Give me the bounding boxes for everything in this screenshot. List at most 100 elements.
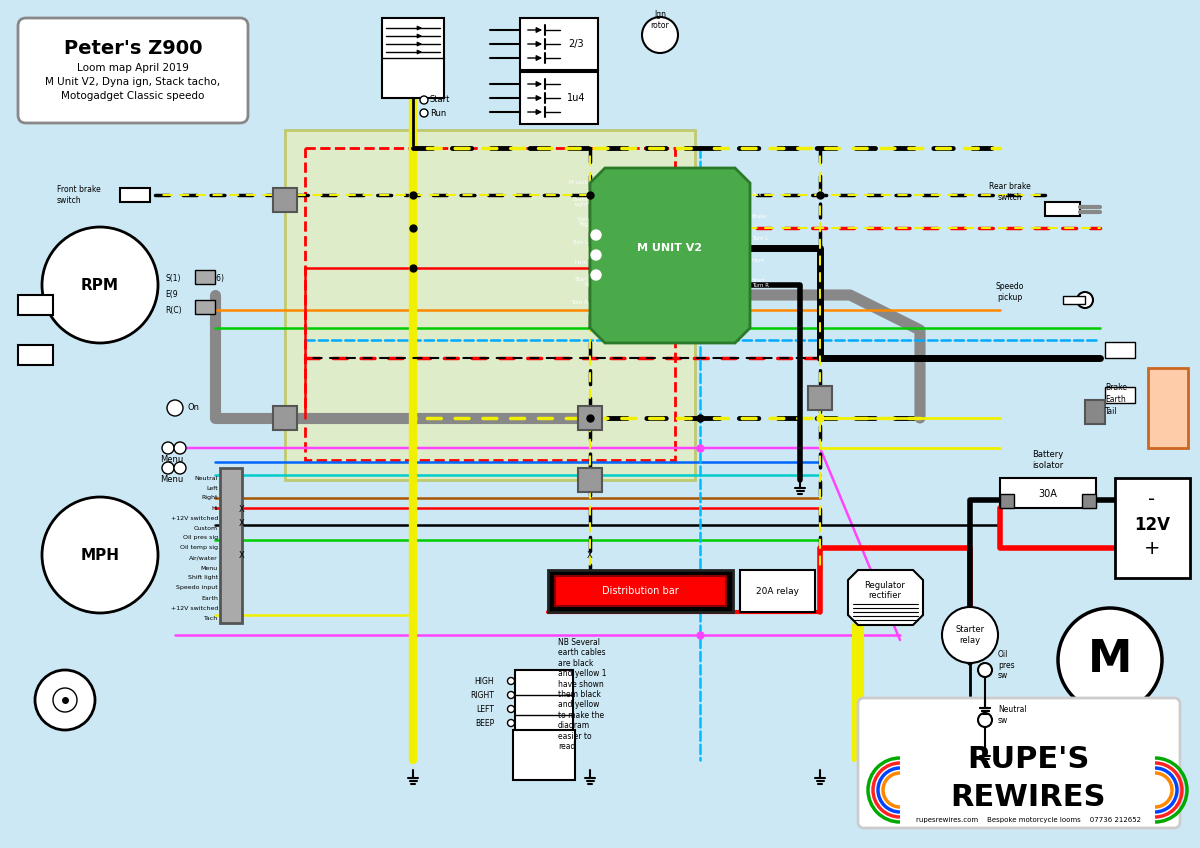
Bar: [548, 570, 733, 612]
Bar: [1082, 494, 1096, 508]
Text: M Unit V2, Dyna ign, Stack tacho,: M Unit V2, Dyna ign, Stack tacho,: [46, 77, 221, 87]
Bar: [382, 18, 444, 98]
Bar: [1000, 494, 1014, 508]
Text: Oil pres sig: Oil pres sig: [182, 535, 218, 540]
Text: Tach: Tach: [204, 616, 218, 621]
Text: M: M: [1088, 639, 1132, 682]
Circle shape: [978, 713, 992, 727]
Circle shape: [162, 442, 174, 454]
FancyBboxPatch shape: [858, 698, 1180, 828]
Text: Rear brake
switch: Rear brake switch: [989, 182, 1031, 202]
Circle shape: [508, 706, 515, 712]
FancyArrowPatch shape: [528, 81, 541, 86]
Text: X: X: [239, 520, 245, 528]
Text: N(F(6): N(F(6): [200, 274, 224, 282]
Text: Aux: Aux: [752, 192, 762, 198]
Text: Distribution bar: Distribution bar: [601, 586, 678, 596]
Text: Shift light: Shift light: [188, 576, 218, 581]
Bar: [808, 386, 832, 410]
Circle shape: [35, 670, 95, 730]
Circle shape: [978, 663, 992, 677]
Bar: [286, 130, 695, 480]
Text: RUPE'S: RUPE'S: [967, 745, 1090, 774]
Text: -: -: [1148, 490, 1156, 510]
Text: Neutral
sw: Neutral sw: [998, 706, 1027, 725]
Circle shape: [420, 96, 428, 104]
Text: Turn L: Turn L: [752, 237, 768, 242]
Text: LEFT: LEFT: [476, 705, 494, 713]
Circle shape: [942, 607, 998, 663]
Circle shape: [508, 678, 515, 684]
Text: Turn R: Turn R: [571, 299, 588, 304]
Text: +12V switched: +12V switched: [170, 516, 218, 521]
Text: 12V: 12V: [1134, 516, 1170, 534]
Text: Regulator: Regulator: [864, 581, 906, 589]
Text: Speedo
pickup: Speedo pickup: [996, 282, 1024, 302]
Text: RIGHT: RIGHT: [470, 690, 494, 700]
FancyArrowPatch shape: [528, 109, 541, 114]
Bar: [194, 300, 215, 314]
Text: Peter's Z900: Peter's Z900: [64, 38, 203, 58]
Text: Ign
rotor: Ign rotor: [650, 10, 670, 30]
Circle shape: [1078, 292, 1093, 308]
Text: X: X: [239, 550, 245, 560]
Bar: [18, 345, 53, 365]
Circle shape: [420, 109, 428, 117]
Bar: [1000, 478, 1096, 508]
Text: rupesrewires.com    Bespoke motorcycle looms    07736 212652: rupesrewires.com Bespoke motorcycle loom…: [916, 817, 1140, 823]
Text: REWIRES: REWIRES: [950, 784, 1105, 812]
Bar: [120, 188, 150, 202]
Circle shape: [1058, 608, 1162, 712]
Bar: [1105, 342, 1135, 358]
Bar: [194, 270, 215, 284]
Text: Hi: Hi: [211, 505, 218, 510]
Text: X: X: [587, 550, 593, 560]
Circle shape: [642, 17, 678, 53]
Bar: [1063, 296, 1085, 304]
Bar: [1105, 387, 1135, 403]
Text: M UNIT V2: M UNIT V2: [637, 243, 702, 253]
Circle shape: [53, 688, 77, 712]
Circle shape: [508, 719, 515, 727]
Text: Oil temp sig: Oil temp sig: [180, 545, 218, 550]
Text: S(1): S(1): [166, 274, 180, 282]
Circle shape: [167, 400, 182, 416]
Text: Right: Right: [202, 495, 218, 500]
FancyArrowPatch shape: [528, 28, 541, 32]
Bar: [520, 72, 598, 124]
Bar: [305, 148, 674, 460]
Circle shape: [508, 691, 515, 699]
Polygon shape: [848, 570, 923, 625]
Text: Menu: Menu: [160, 455, 184, 465]
Bar: [1115, 478, 1190, 578]
Bar: [18, 295, 53, 315]
Circle shape: [592, 250, 601, 260]
Text: Start
R: Start R: [575, 276, 588, 287]
Text: rectifier: rectifier: [869, 592, 901, 600]
Text: Speedo input: Speedo input: [176, 585, 218, 590]
Text: Tail: Tail: [1105, 408, 1117, 416]
Circle shape: [42, 227, 158, 343]
Text: Menu: Menu: [200, 566, 218, 571]
Bar: [520, 18, 598, 70]
Circle shape: [174, 442, 186, 454]
Text: R(C): R(C): [166, 305, 181, 315]
Text: Coil
Trig: Coil Trig: [578, 216, 588, 227]
Text: +: +: [1144, 538, 1160, 557]
Text: Starter
relay: Starter relay: [955, 625, 984, 644]
Text: 1u4: 1u4: [566, 93, 586, 103]
Text: RPM: RPM: [82, 277, 119, 293]
Circle shape: [162, 462, 174, 474]
Text: Start
Turn R: Start Turn R: [752, 277, 769, 288]
Text: Motogadget Classic speedo: Motogadget Classic speedo: [61, 91, 205, 101]
Circle shape: [174, 462, 186, 474]
FancyArrowPatch shape: [528, 56, 541, 60]
Text: +12V switched: +12V switched: [170, 605, 218, 611]
Text: 30A: 30A: [1038, 489, 1057, 499]
Text: Custom: Custom: [194, 526, 218, 531]
Text: Battery
isolator: Battery isolator: [1032, 450, 1063, 470]
Text: Earth: Earth: [202, 595, 218, 600]
Bar: [740, 570, 815, 612]
Text: MPH: MPH: [80, 548, 120, 562]
FancyArrowPatch shape: [528, 42, 541, 47]
